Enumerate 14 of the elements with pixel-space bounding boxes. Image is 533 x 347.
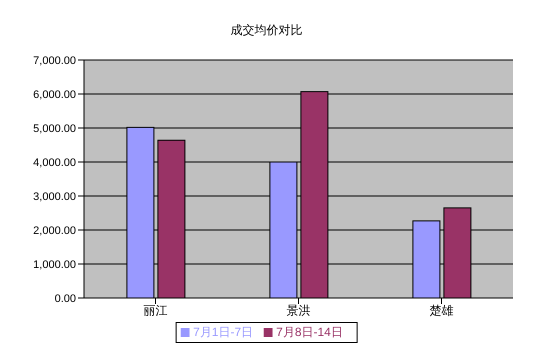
y-tick-label: 1,000.00 xyxy=(33,258,76,271)
y-tick-label: 3,000.00 xyxy=(33,190,76,203)
y-tick-label: 0.00 xyxy=(54,292,76,305)
y-tick-label: 6,000.00 xyxy=(33,88,76,101)
x-tick-label: 景洪 xyxy=(286,304,310,318)
y-tick-label: 7,000.00 xyxy=(33,54,76,67)
y-tick-label: 5,000.00 xyxy=(33,122,76,135)
y-tick-label: 2,000.00 xyxy=(33,224,76,237)
x-tick-label: 丽江 xyxy=(144,304,168,318)
chart-title: 成交均价对比 xyxy=(230,22,304,39)
legend-label: 7月1日-7日 xyxy=(193,325,254,339)
x-tick-label: 楚雄 xyxy=(430,304,454,318)
legend-label: 7月8日-14日 xyxy=(276,325,343,339)
y-tick-label: 4,000.00 xyxy=(33,156,76,169)
